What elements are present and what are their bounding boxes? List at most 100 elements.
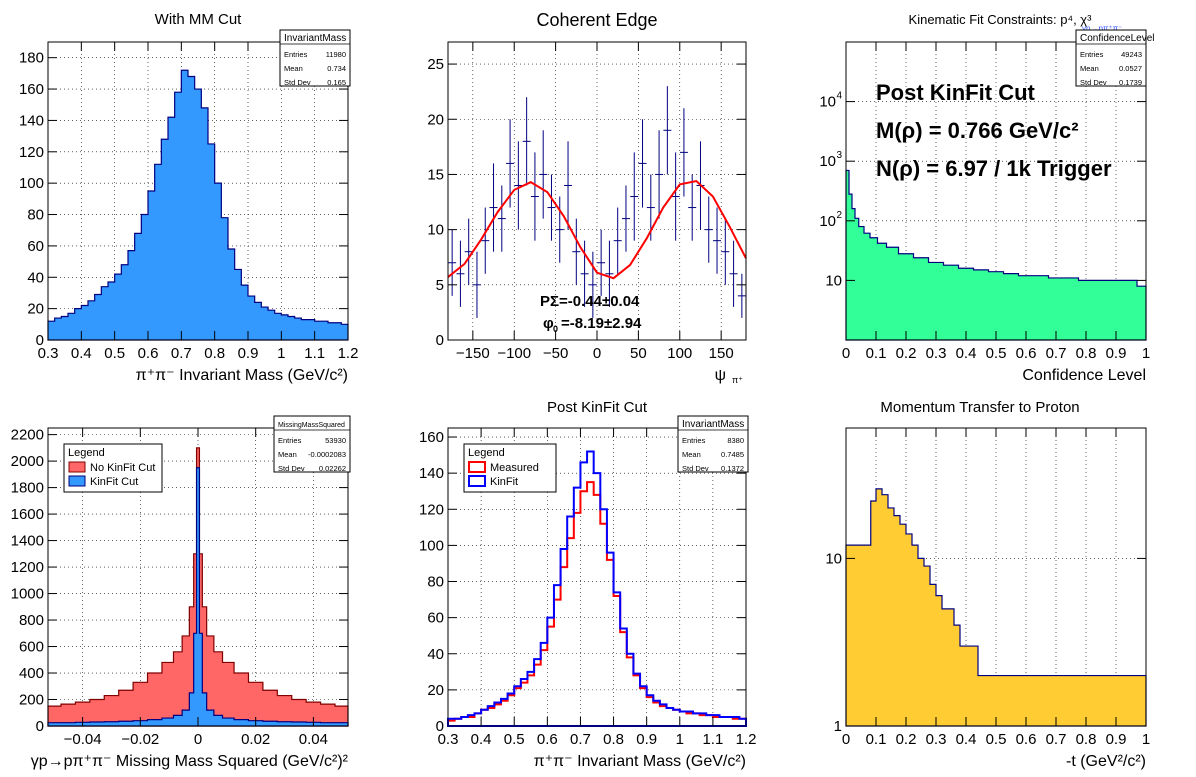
y-tick-label: 1600 xyxy=(11,506,44,523)
x-axis-label: Confidence Level xyxy=(1022,367,1146,384)
x-axis-label: -t (GeV²/c²) xyxy=(1066,753,1146,770)
x-tick-label: 0.4 xyxy=(71,345,92,362)
y-tick-label: 20 xyxy=(427,682,444,699)
histogram-bars xyxy=(845,169,1147,341)
x-tick-label: 1 xyxy=(1142,731,1150,748)
x-tick-label: 0 xyxy=(842,345,850,362)
y-tick-label: 0 xyxy=(436,718,444,735)
annotation-p-sigma: PΣ=-0.44±0.04 xyxy=(540,293,640,310)
y-tick-label: 0 xyxy=(436,332,444,349)
y-tick-label: 160 xyxy=(419,429,444,446)
x-tick-label: −100 xyxy=(497,345,531,362)
y-tick-label: 100 xyxy=(19,175,44,192)
annotation-phi-subscript: 0 xyxy=(553,324,558,334)
x-tick-label: 0.5 xyxy=(986,345,1007,362)
stats-box xyxy=(273,415,351,473)
x-tick-label: −50 xyxy=(543,345,568,362)
y-tick-label: 0 xyxy=(36,718,44,735)
histogram-bars xyxy=(47,69,349,341)
legend-title: Legend xyxy=(68,447,105,459)
x-tick-label: 0.3 xyxy=(926,345,947,362)
y-tick-label: 1200 xyxy=(11,559,44,576)
x-tick-label: 1 xyxy=(1142,345,1150,362)
stats-box xyxy=(677,415,749,473)
y-tick-label: 20 xyxy=(427,111,444,128)
chart-panel-1: 0.3 0.4 0.5 0.6 0.7 0.8 0.9 1 1.1 1.2 0 20 40 60 80 100… xyxy=(19,11,358,384)
y-tick-exponent: 3 xyxy=(836,150,842,161)
fit-curve xyxy=(447,179,747,280)
y-tick-label: 400 xyxy=(19,665,44,682)
y-tick-label: 600 xyxy=(19,639,44,656)
stats-label: Entries xyxy=(1080,50,1104,59)
chart-panel-6: 0 0.1 0.2 0.3 0.4 0.5 0.6 0.7 0.8 0.9 1 1 10 Momentum… xyxy=(825,399,1150,770)
plot-frame xyxy=(47,41,349,341)
x-tick-label: 1 xyxy=(277,345,285,362)
stats-label: Mean xyxy=(682,450,701,459)
stats-box-name: ConfidenceLevel xyxy=(1080,33,1155,44)
y-tick-label: 1 xyxy=(834,718,842,735)
stats-value: 0.0527 xyxy=(1119,64,1142,73)
x-tick-label: 0 xyxy=(842,731,850,748)
x-tick-label: 0.4 xyxy=(956,731,977,748)
chart-panel-4: Legend No KinFit Cut KinFit Cut −0.04 −0.02 0… xyxy=(11,415,351,770)
legend-entry: No KinFit Cut xyxy=(90,462,155,474)
legend-swatch xyxy=(468,475,486,487)
annotation-post-kinfit: Post KinFit Cut xyxy=(876,80,1036,105)
y-tick-label: 2200 xyxy=(11,427,44,444)
stats-label: Std Dev xyxy=(284,78,311,87)
y-tick-label: 25 xyxy=(427,56,444,73)
histogram-bars xyxy=(47,467,349,727)
x-tick-label: 1.1 xyxy=(304,345,325,362)
x-tick-label: 0.5 xyxy=(986,731,1007,748)
x-tick-label: 0.3 xyxy=(38,345,59,362)
y-tick-label: 10 xyxy=(825,550,842,567)
x-tick-label: 1 xyxy=(676,731,684,748)
histogram-line xyxy=(447,450,747,727)
x-axis-label-subscript: π⁺ xyxy=(732,375,743,385)
chart-title: Momentum Transfer to Proton xyxy=(880,399,1079,416)
y-tick-label: 120 xyxy=(19,144,44,161)
x-tick-label: 0.7 xyxy=(1046,731,1067,748)
y-tick-label: 1000 xyxy=(11,586,44,603)
x-axis-label: ψ xyxy=(715,367,726,384)
x-tick-label: 0.6 xyxy=(1016,345,1037,362)
y-tick-label: 1400 xyxy=(11,533,44,550)
x-tick-label: 0.9 xyxy=(636,731,657,748)
legend-swatch xyxy=(68,461,86,473)
y-tick-exponent: 2 xyxy=(836,210,842,221)
y-tick-label: 15 xyxy=(427,166,444,183)
x-tick-label: 0.7 xyxy=(1046,345,1067,362)
chart-panel-5: Legend Measured KinFit 0.3 0.4 0.5 0.6 0.7 0.8 0.… xyxy=(419,399,756,770)
x-tick-label: 50 xyxy=(630,345,647,362)
y-tick-label: 40 xyxy=(427,646,444,663)
x-axis-label: π⁺π⁻ Invariant Mass (GeV/c²) xyxy=(534,753,746,770)
x-tick-label: 0.9 xyxy=(1106,345,1127,362)
x-tick-label: 0.04 xyxy=(299,731,328,748)
y-tick-label: 60 xyxy=(27,238,44,255)
legend-entry: Measured xyxy=(490,462,539,474)
x-tick-label: −0.04 xyxy=(64,731,102,748)
x-tick-label: 0.5 xyxy=(104,345,125,362)
y-tick-label: 160 xyxy=(19,81,44,98)
stats-label: Std Dev xyxy=(682,464,709,473)
y-tick-label: 80 xyxy=(427,574,444,591)
annotation-rho-mass: M(ρ) = 0.766 GeV/c² xyxy=(876,118,1079,143)
y-tick-label: 10 xyxy=(825,272,842,289)
x-tick-label: 0.7 xyxy=(171,345,192,362)
x-tick-label: 0.4 xyxy=(471,731,492,748)
x-axis-label: π⁺π⁻ Invariant Mass (GeV/c²) xyxy=(136,367,348,384)
stats-value: -0.0002083 xyxy=(308,450,346,459)
x-axis-label: γp→pπ⁺π⁻ Missing Mass Squared (GeV/c²)² xyxy=(31,753,349,770)
x-tick-label: −150 xyxy=(456,345,490,362)
x-tick-label: 1.2 xyxy=(736,731,757,748)
annotation-phi-value: =-8.19±2.94 xyxy=(561,315,642,332)
x-tick-label: 0.5 xyxy=(504,731,525,748)
stats-label: Std Dev xyxy=(1080,78,1107,87)
y-tick-label: 10 xyxy=(819,153,836,170)
x-tick-label: 0.2 xyxy=(896,345,917,362)
x-tick-label: 0.8 xyxy=(1076,345,1097,362)
y-tick-label: 180 xyxy=(19,50,44,67)
y-tick-label: 60 xyxy=(427,610,444,627)
